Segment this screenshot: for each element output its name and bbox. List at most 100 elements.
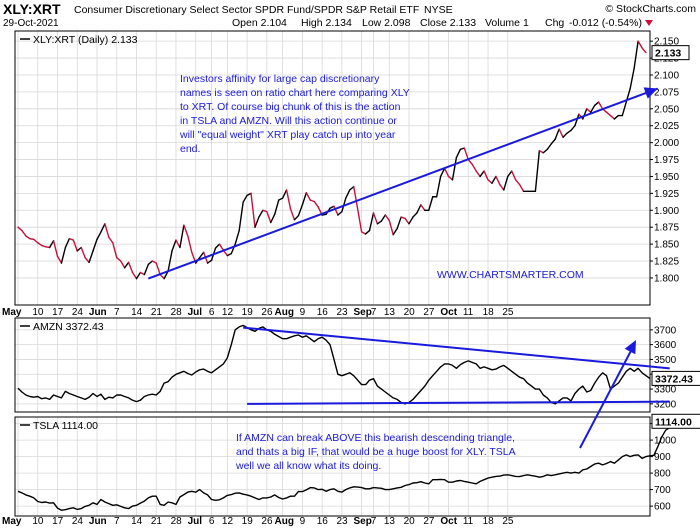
price-segment (108, 236, 114, 244)
x-tick-label: 28 (171, 307, 183, 318)
x-tick-label: 19 (242, 516, 254, 527)
price-segment (289, 208, 296, 221)
x-tick-label: Sep (354, 516, 372, 527)
y-tick-label: 600 (654, 502, 671, 513)
copyright: © StockCharts.com (605, 3, 696, 15)
price-segment (183, 224, 189, 237)
trendline (243, 326, 670, 370)
price-segment (226, 252, 232, 257)
price-segment (479, 170, 485, 178)
y-tick-label: 1.875 (654, 223, 679, 234)
x-tick-label: 21 (151, 307, 163, 318)
price-segment (21, 229, 27, 237)
price-segment (313, 200, 319, 208)
price-segment (396, 216, 402, 230)
x-tick-label: 18 (483, 307, 495, 318)
price-segment (443, 167, 450, 178)
x-tick-label: 26 (261, 307, 273, 318)
price-segment (218, 243, 225, 251)
last-value-label: 3372.43 (655, 373, 693, 385)
panel-frame (14, 317, 651, 413)
x-tick-label: 26 (261, 516, 273, 527)
legend-label: TSLA 1114.00 (33, 420, 98, 432)
y-tick-label: 2.075 (654, 87, 679, 98)
price-segment (301, 191, 308, 206)
price-segment (435, 175, 442, 198)
stat-high: High 2.134 (301, 17, 352, 29)
price-segment (266, 210, 272, 224)
x-tick-label: 14 (131, 516, 143, 527)
price-segment (60, 246, 67, 264)
price-segment (495, 175, 501, 186)
x-tick-label: 27 (423, 516, 435, 527)
price-segment (123, 261, 130, 269)
y-tick-label: 3200 (654, 399, 677, 410)
price-segment (368, 212, 375, 232)
price-segment (392, 227, 398, 236)
legend-label: AMZN 3372.43 (33, 321, 104, 333)
chart-exchange: NYSE (424, 4, 453, 16)
x-tick-label: Oct (440, 307, 457, 318)
x-tick-label: 17 (52, 307, 64, 318)
price-segment (135, 271, 142, 280)
price-segment (597, 101, 604, 110)
x-tick-label: 12 (222, 307, 234, 318)
price-segment (48, 240, 55, 249)
last-value-box (651, 370, 700, 386)
price-segment (491, 175, 497, 184)
y-tick-label: 1.900 (654, 206, 679, 217)
price-segment (451, 156, 458, 181)
x-tick-label: 9 (300, 307, 306, 318)
x-tick-label: 7 (114, 516, 120, 527)
trendline-arrowhead (643, 87, 658, 99)
price-segment (258, 209, 264, 218)
price-segment (127, 261, 134, 274)
x-tick-label: 23 (336, 307, 348, 318)
x-tick-label: 11 (463, 516, 474, 527)
price-segment (167, 250, 173, 272)
y-tick-label: 1.950 (654, 172, 679, 183)
down-arrow-icon (645, 20, 653, 26)
price-segment (593, 101, 600, 107)
last-value-label: 1114.00 (655, 416, 692, 428)
x-tick-label: Aug (275, 307, 294, 318)
price-segment (151, 260, 157, 264)
price-segment (455, 148, 462, 159)
price-segment (499, 183, 505, 191)
x-tick-label: 12 (222, 516, 234, 527)
price-segment (238, 201, 244, 232)
price-segment (420, 204, 426, 211)
x-tick-label: 13 (384, 516, 396, 527)
price-segment (270, 213, 276, 224)
x-tick-label: Oct (440, 516, 457, 527)
stat-chg-value: -0.012 (-0.54%) (569, 17, 642, 29)
price-segment (72, 239, 78, 252)
price-segment (76, 246, 82, 252)
price-segment (349, 185, 355, 191)
price-segment (155, 262, 161, 276)
last-value-label: 2.133 (655, 48, 681, 60)
price-segment (33, 238, 39, 244)
x-tick-label: 6 (209, 307, 215, 318)
price-segment (337, 210, 343, 216)
price-segment (281, 189, 288, 199)
x-tick-label: 18 (483, 516, 495, 527)
price-segment (463, 147, 469, 161)
y-tick-label: 3600 (654, 340, 677, 351)
price-segment (293, 214, 300, 221)
price-segment (637, 40, 643, 49)
price-segment (641, 47, 647, 54)
last-value-box (651, 45, 690, 61)
x-tick-label: 10 (32, 516, 44, 527)
x-tick-label: 16 (317, 307, 329, 318)
price-segment (542, 148, 548, 154)
price-segment (629, 67, 635, 90)
x-tick-label: 16 (317, 516, 329, 527)
y-tick-label: 1.850 (654, 240, 679, 251)
price-segment (84, 256, 90, 264)
x-tick-label: Sep (354, 307, 372, 318)
price-segment (428, 196, 434, 211)
price-segment (104, 223, 110, 239)
x-tick-label: 20 (404, 307, 416, 318)
y-tick-label: 2.025 (654, 121, 679, 132)
